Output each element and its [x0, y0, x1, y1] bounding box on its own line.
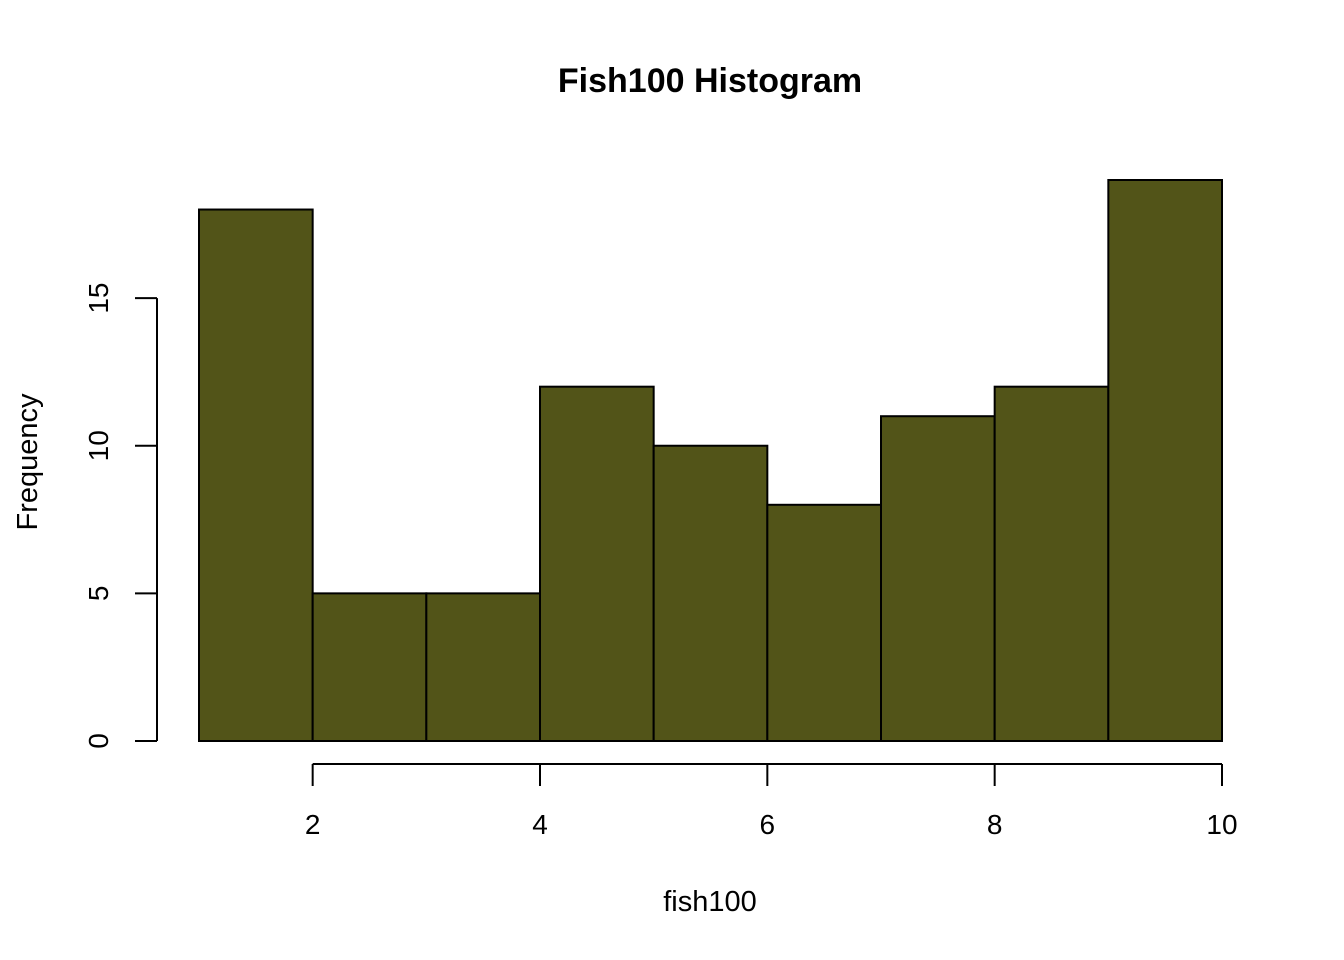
histogram-bar — [880, 415, 996, 742]
x-tick-label: 8 — [987, 809, 1003, 840]
x-tick-label: 6 — [760, 809, 776, 840]
histogram-bar — [993, 385, 1110, 742]
x-axis: 2 4 6 8 10 — [305, 763, 1238, 840]
histogram-bar — [198, 208, 314, 743]
histogram-bar — [652, 444, 769, 742]
histogram-bar — [425, 592, 542, 742]
x-axis-label: fish100 — [663, 886, 757, 918]
chart-title: Fish100 Histogram — [558, 62, 862, 100]
histogram-bar — [311, 592, 428, 742]
histogram-bar — [1107, 179, 1224, 742]
y-axis-label: Frequency — [12, 393, 44, 531]
y-tick-label: 0 — [83, 733, 114, 749]
x-tick-label: 10 — [1206, 809, 1237, 840]
y-tick-label: 5 — [83, 586, 114, 602]
y-tick-label: 10 — [83, 430, 114, 461]
y-axis: 0 5 10 15 — [83, 283, 158, 749]
x-tick-label: 2 — [305, 809, 321, 840]
bars-group — [198, 179, 1224, 743]
histogram-bar — [539, 385, 655, 742]
histogram-bar — [766, 503, 882, 742]
x-tick-label: 4 — [532, 809, 548, 840]
y-tick-label: 15 — [83, 283, 114, 314]
